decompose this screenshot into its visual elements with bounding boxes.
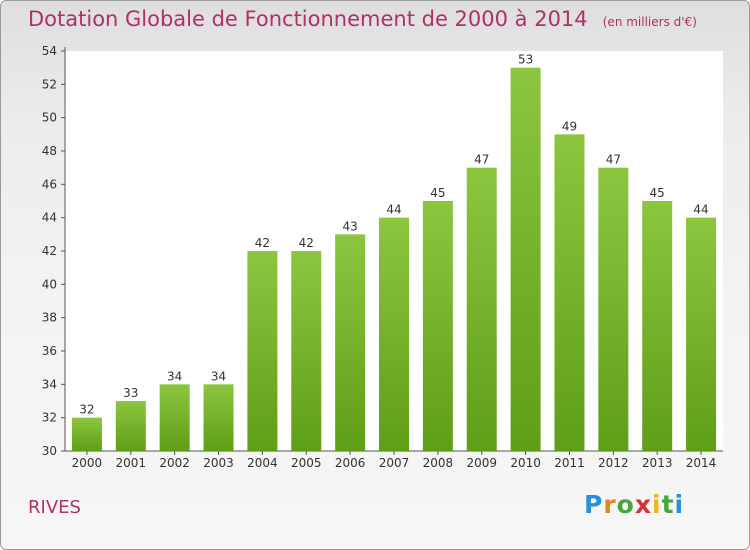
bar-2009 bbox=[466, 167, 497, 451]
data-label-2004: 42 bbox=[255, 236, 270, 250]
data-label-2007: 44 bbox=[386, 203, 401, 217]
data-label-2009: 47 bbox=[474, 153, 489, 167]
logo-letter: x bbox=[634, 490, 652, 519]
chart-title-block: Dotation Globale de Fonctionnement de 20… bbox=[28, 7, 697, 31]
x-tick-label-2007: 2007 bbox=[379, 456, 410, 470]
bar-2000 bbox=[71, 417, 102, 451]
x-tick-label-2004: 2004 bbox=[247, 456, 278, 470]
data-label-2005: 42 bbox=[299, 236, 314, 250]
x-tick-label-2000: 2000 bbox=[72, 456, 103, 470]
y-tick-label-50: 50 bbox=[42, 111, 57, 125]
y-tick-label-52: 52 bbox=[42, 77, 57, 91]
x-tick-label-2009: 2009 bbox=[466, 456, 497, 470]
y-tick-label-46: 46 bbox=[42, 177, 57, 191]
data-label-2011: 49 bbox=[562, 119, 577, 133]
logo-letter: r bbox=[603, 490, 617, 519]
data-label-2008: 45 bbox=[430, 186, 445, 200]
proxiti-logo: Proxiti bbox=[584, 490, 684, 519]
bar-2010 bbox=[510, 67, 541, 452]
logo-letter: i bbox=[652, 490, 662, 519]
bar-2005 bbox=[291, 251, 322, 451]
x-tick-label-2005: 2005 bbox=[291, 456, 322, 470]
y-tick-label-32: 32 bbox=[42, 411, 57, 425]
bar-2004 bbox=[247, 251, 278, 451]
y-tick-label-36: 36 bbox=[42, 344, 57, 358]
city-name: RIVES bbox=[28, 497, 81, 518]
logo-letter: P bbox=[584, 490, 604, 519]
y-tick-label-42: 42 bbox=[42, 244, 57, 258]
bar-2014 bbox=[686, 217, 717, 451]
y-tick-label-40: 40 bbox=[42, 277, 57, 291]
chart-unit-subtitle: (en milliers d'€) bbox=[602, 15, 697, 29]
x-tick-label-2013: 2013 bbox=[642, 456, 673, 470]
x-tick-label-2001: 2001 bbox=[116, 456, 147, 470]
logo-letter: i bbox=[674, 490, 685, 519]
data-label-2006: 43 bbox=[342, 219, 357, 233]
data-label-2000: 32 bbox=[79, 403, 94, 417]
y-tick-label-48: 48 bbox=[42, 144, 57, 158]
bar-2011 bbox=[554, 134, 585, 452]
y-tick-label-38: 38 bbox=[42, 311, 57, 325]
y-tick-label-54: 54 bbox=[42, 44, 57, 58]
y-tick-label-34: 34 bbox=[42, 377, 57, 391]
logo-letter: t bbox=[661, 490, 675, 519]
data-label-2010: 53 bbox=[518, 53, 533, 67]
data-label-2001: 33 bbox=[123, 386, 138, 400]
bar-2012 bbox=[598, 167, 629, 451]
data-label-2012: 47 bbox=[606, 153, 621, 167]
bar-2006 bbox=[335, 234, 366, 451]
bar-2001 bbox=[115, 401, 146, 451]
bar-2013 bbox=[642, 201, 673, 451]
x-tick-label-2003: 2003 bbox=[203, 456, 234, 470]
data-label-2014: 44 bbox=[693, 203, 708, 217]
x-tick-label-2002: 2002 bbox=[159, 456, 190, 470]
x-tick-label-2008: 2008 bbox=[423, 456, 454, 470]
y-tick-label-44: 44 bbox=[42, 211, 57, 225]
x-tick-label-2006: 2006 bbox=[335, 456, 366, 470]
data-label-2002: 34 bbox=[167, 369, 182, 383]
x-tick-label-2014: 2014 bbox=[686, 456, 717, 470]
bar-2007 bbox=[379, 217, 409, 451]
data-label-2003: 34 bbox=[211, 369, 226, 383]
bar-2002 bbox=[159, 384, 190, 451]
data-label-2013: 45 bbox=[650, 186, 665, 200]
y-tick-label-30: 30 bbox=[42, 444, 57, 458]
x-tick-label-2010: 2010 bbox=[510, 456, 541, 470]
bar-2008 bbox=[422, 201, 453, 451]
x-tick-label-2012: 2012 bbox=[598, 456, 629, 470]
x-tick-label-2011: 2011 bbox=[554, 456, 585, 470]
chart-title: Dotation Globale de Fonctionnement de 20… bbox=[28, 7, 588, 31]
logo-letter: o bbox=[616, 490, 635, 519]
bar-2003 bbox=[203, 384, 234, 451]
